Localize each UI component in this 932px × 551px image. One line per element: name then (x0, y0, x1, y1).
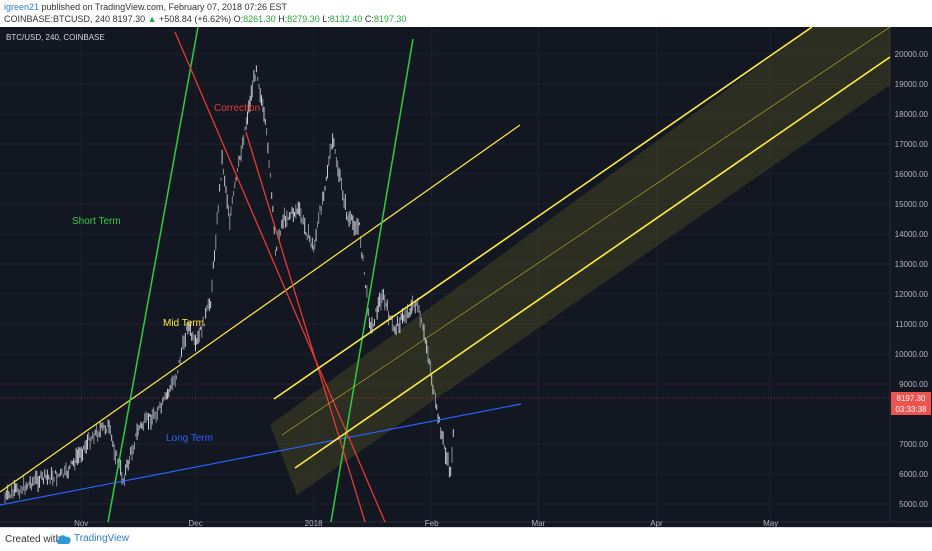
high-value: 8279.30 (287, 14, 320, 24)
price-axis-tick: 20000.00 (895, 50, 929, 59)
price-axis-tick: 6000.00 (899, 470, 928, 479)
published-text: published on TradingView.com, February 0… (41, 2, 288, 12)
price-axis-tick: 11000.00 (895, 320, 928, 329)
ohlc-bar: COINBASE:BTCUSD, 240 8197.30 ▲ +508.84 (… (4, 14, 407, 24)
created-with-text: Created with (5, 534, 62, 545)
correction-label: Correction (214, 103, 260, 114)
short-term-trendline[interactable] (107, 27, 199, 523)
price-axis-tick: 14000.00 (895, 230, 929, 239)
time-axis-label: Apr (650, 519, 663, 527)
price-change: +508.84 (+6.62%) (159, 14, 232, 24)
mid-term-label: Mid Term (163, 318, 204, 329)
channel-mid-line[interactable] (281, 27, 891, 436)
price-axis-tick: 5000.00 (899, 500, 928, 509)
low-value: 8132.40 (329, 14, 363, 24)
symbol-label: COINBASE:BTCUSD, 240 (4, 14, 111, 24)
long-term-label: Long Term (166, 433, 213, 444)
tradingview-cloud-icon (56, 535, 71, 544)
up-arrow-icon: ▲ (147, 14, 157, 24)
correction-line-upper[interactable] (174, 31, 386, 523)
price-axis-tick: 9000.00 (899, 380, 928, 389)
price-axis-tick: 13000.00 (895, 260, 929, 269)
tradingview-brand[interactable]: TradingView (74, 533, 130, 544)
price-axis-tick: 18000.00 (895, 110, 929, 119)
publish-info: igreen21 published on TradingView.com, F… (4, 2, 287, 12)
correction-line-lower[interactable] (245, 131, 366, 523)
chart-area[interactable]: Correction Short Term Mid Term Long Term… (0, 27, 932, 527)
price-axis-tick: 16000.00 (895, 170, 929, 179)
footer: Created with TradingView (0, 527, 932, 551)
time-axis-label: Feb (425, 519, 439, 527)
current-price-text: 8197.30 (897, 394, 926, 403)
countdown-text: 03:33:38 (895, 405, 927, 414)
time-axis-label: Mar (531, 519, 545, 527)
channel-fill (270, 27, 890, 495)
long-term-trendline[interactable] (0, 403, 522, 506)
time-axis-label: 2018 (305, 519, 323, 527)
close-value: 8197.30 (373, 14, 407, 24)
steep-trendline[interactable] (330, 38, 414, 523)
price-axis-tick: 19000.00 (895, 80, 929, 89)
current-price-tag (891, 392, 931, 415)
open-value: 8261.30 (243, 14, 276, 24)
price-chart[interactable]: Correction Short Term Mid Term Long Term… (0, 27, 932, 527)
price-axis-tick: 7000.00 (899, 440, 928, 449)
time-axis-label: Dec (188, 519, 202, 527)
price-axis-tick: 10000.00 (895, 350, 929, 359)
mid-term-trendline[interactable] (0, 124, 521, 493)
author-link[interactable]: igreen21 (4, 2, 40, 12)
last-price: 8197.30 (112, 14, 146, 24)
time-axis-label: Nov (74, 519, 88, 527)
chart-symbol-legend: BTC/USD, 240, COINBASE (6, 33, 105, 42)
price-axis-tick: 15000.00 (895, 200, 929, 209)
time-axis-label: May (763, 519, 778, 527)
channel-upper-line[interactable] (273, 27, 813, 400)
short-term-label: Short Term (72, 216, 121, 227)
price-axis-tick: 17000.00 (895, 140, 929, 149)
price-axis-tick: 12000.00 (895, 290, 929, 299)
channel-lower-line[interactable] (294, 56, 891, 469)
